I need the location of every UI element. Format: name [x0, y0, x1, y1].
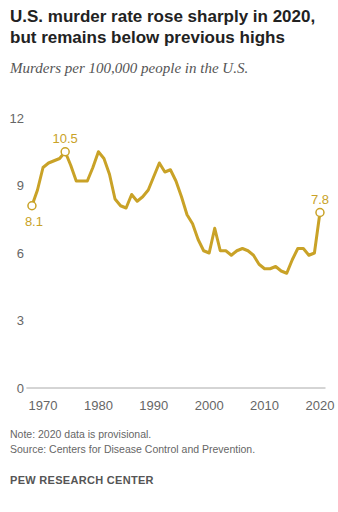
x-tick-label: 1970	[29, 398, 58, 413]
note: Note: 2020 data is provisional.	[10, 428, 151, 440]
annotation-marker	[28, 202, 36, 210]
x-tick-label: 1990	[139, 398, 168, 413]
subtitle: Murders per 100,000 people in the U.S.	[10, 60, 328, 77]
x-tick-label: 1980	[84, 398, 113, 413]
annotation-marker	[61, 148, 69, 156]
annotation-marker	[316, 209, 324, 217]
credit: PEW RESEARCH CENTER	[10, 474, 154, 486]
title: U.S. murder rate rose sharply in 2020, b…	[10, 6, 328, 48]
y-tick-label: 0	[17, 381, 24, 396]
x-tick-label: 2000	[195, 398, 224, 413]
chart: 0 3 6 9 12 1970 1980 1990 2000 2010 2020 8.1 10.5 7.8…	[0, 0, 338, 512]
y-tick-label: 9	[17, 178, 24, 193]
x-tick-label: 2010	[250, 398, 279, 413]
y-tick-label: 12	[10, 111, 24, 126]
y-tick-label: 6	[17, 246, 24, 261]
plot-area	[28, 148, 324, 274]
y-tick-label: 3	[17, 313, 24, 328]
x-axis-line	[26, 388, 325, 389]
annotation-label: 10.5	[53, 131, 78, 146]
annotation-label: 8.1	[25, 214, 43, 229]
x-tick-label: 2020	[306, 398, 335, 413]
annotation-label: 7.8	[311, 192, 329, 207]
series-line	[32, 152, 320, 274]
source: Source: Centers for Disease Control and …	[10, 443, 255, 455]
